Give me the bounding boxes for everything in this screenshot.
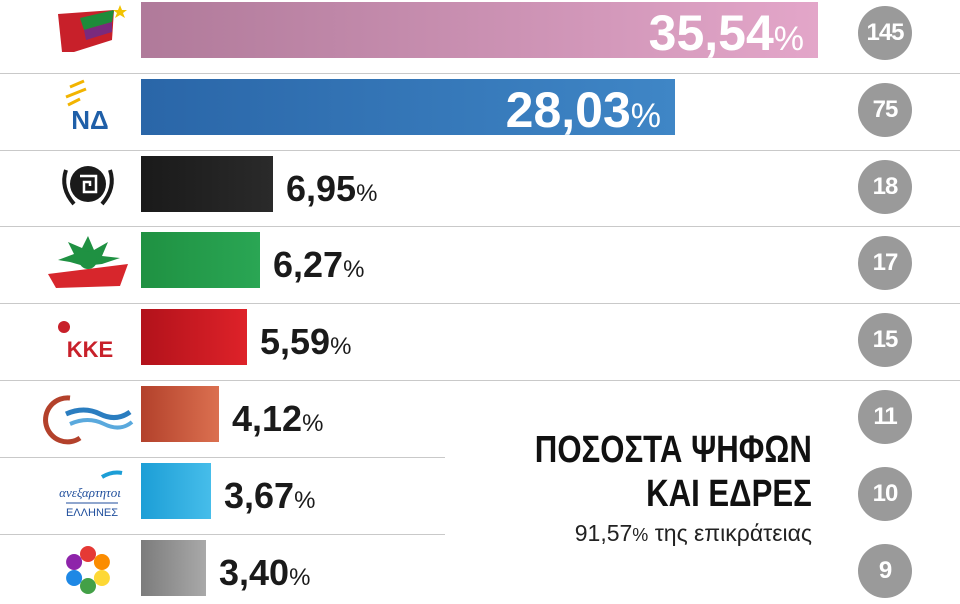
value-percent-sign: % [356,180,378,207]
row-separator [0,150,960,151]
value-percent-sign: % [289,564,311,591]
value-label: 3,67% [224,478,315,514]
svg-text:ΚΚΕ: ΚΚΕ [67,337,113,362]
value-label: 6,95% [286,171,377,207]
seats-badge: 15 [858,313,912,367]
value-number: 28,03 [505,82,631,138]
svg-text:ΝΔ: ΝΔ [71,105,108,135]
subtitle-pct: % [632,525,649,545]
value-label: 6,27% [273,247,364,283]
bar [141,463,211,519]
value-number: 3,67 [224,475,295,516]
subtitle-value: 91,57 [574,520,633,546]
golden-dawn-logo [40,154,136,220]
value-percent-sign: % [294,487,316,514]
bar [141,232,260,288]
bar [141,309,247,365]
kke-logo: ΚΚΕ [40,307,136,373]
value-label: 4,12% [232,401,323,437]
seats-badge: 18 [858,160,912,214]
value-percent-sign: % [302,410,324,437]
value-percent-sign: % [630,97,661,135]
seats-badge: 17 [858,236,912,290]
chart-title-line-1: ΠΟΣΟΣΤΑ ΨΗΦΩΝ [534,429,812,471]
chart-subtitle: 91,57% της επικράτειας [575,520,812,547]
value-number: 4,12 [232,398,303,439]
bar [141,386,219,442]
svg-text:ανεξαρτητοι: ανεξαρτητοι [59,485,121,500]
syriza-logo [40,0,136,66]
bar [141,156,273,212]
value-number: 5,59 [260,321,331,362]
subtitle-text: της επικράτειας [648,520,812,546]
potami-logo [40,384,136,450]
seats-badge: 75 [858,83,912,137]
bar [141,79,675,135]
value-number: 3,40 [219,552,290,593]
bar [141,2,818,58]
row-separator [0,73,960,74]
value-percent-sign: % [343,256,365,283]
svg-text:ΕΛΛΗΝΕΣ: ΕΛΛΗΝΕΣ [66,507,118,519]
chart-title: ΠΟΣΟΣΤΑ ΨΗΦΩΝ ΚΑΙ ΕΔΡΕΣ [535,428,812,516]
row-separator [0,226,960,227]
row-separator [0,534,445,535]
value-number: 35,54 [648,5,774,61]
row-separator [0,380,960,381]
value-label: 3,40% [219,555,310,591]
bar [141,540,206,596]
nd-logo: ΝΔ [40,77,136,143]
value-percent-sign: % [773,20,804,58]
enosi-kentroon-logo [40,538,136,604]
seats-badge: 9 [858,544,912,598]
value-number: 6,95 [286,168,357,209]
value-label: 5,59% [260,324,351,360]
anel-logo: ανεξαρτητοι ΕΛΛΗΝΕΣ [40,461,136,527]
row-separator [0,303,960,304]
value-label: 28,03% [506,85,661,135]
pasok-logo [40,230,136,296]
seats-badge: 145 [858,6,912,60]
chart-title-line-2: ΚΑΙ ΕΔΡΕΣ [646,473,812,515]
seats-badge: 11 [858,390,912,444]
value-number: 6,27 [273,244,344,285]
value-label: 35,54% [649,8,804,58]
value-percent-sign: % [330,333,352,360]
seats-badge: 10 [858,467,912,521]
row-separator [0,457,445,458]
